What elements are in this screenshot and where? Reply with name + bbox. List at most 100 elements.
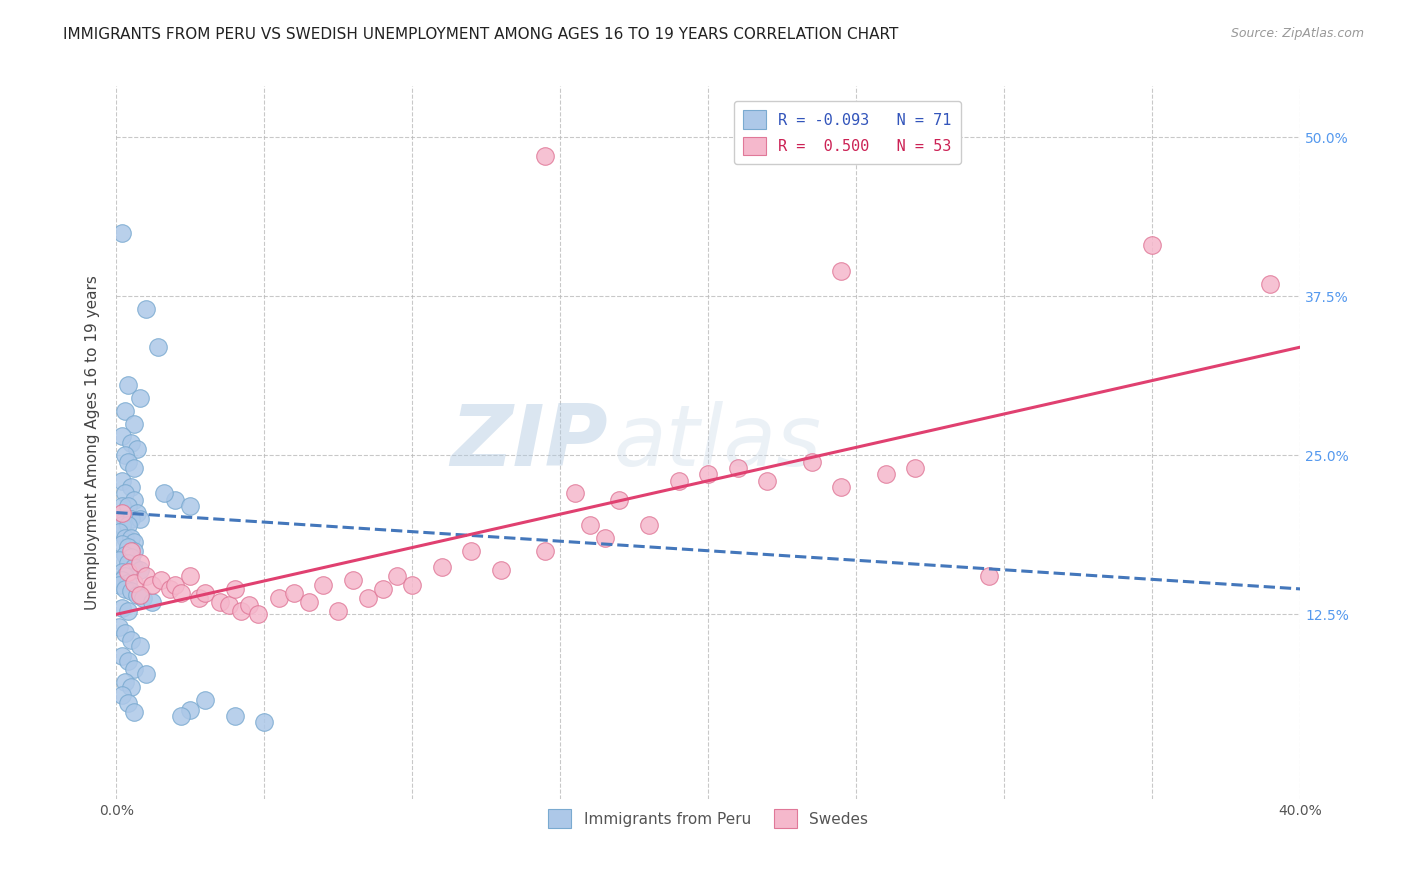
Point bbox=[117, 378, 139, 392]
Point bbox=[111, 474, 134, 488]
Point bbox=[114, 512, 136, 526]
Point bbox=[534, 149, 557, 163]
Point bbox=[108, 552, 131, 566]
Point bbox=[114, 404, 136, 418]
Point bbox=[179, 499, 201, 513]
Point bbox=[298, 594, 321, 608]
Point bbox=[904, 461, 927, 475]
Point bbox=[114, 674, 136, 689]
Point bbox=[342, 573, 364, 587]
Point bbox=[117, 655, 139, 669]
Point bbox=[830, 480, 852, 494]
Point bbox=[141, 594, 163, 608]
Point bbox=[108, 524, 131, 539]
Point bbox=[129, 391, 152, 405]
Point bbox=[170, 709, 193, 723]
Point bbox=[460, 543, 482, 558]
Point bbox=[122, 492, 145, 507]
Point bbox=[122, 560, 145, 574]
Point bbox=[120, 531, 142, 545]
Point bbox=[108, 578, 131, 592]
Point bbox=[111, 537, 134, 551]
Text: atlas: atlas bbox=[613, 401, 821, 484]
Point bbox=[122, 662, 145, 676]
Point bbox=[129, 588, 152, 602]
Point bbox=[229, 603, 252, 617]
Point bbox=[114, 569, 136, 583]
Point bbox=[159, 582, 181, 596]
Point bbox=[111, 499, 134, 513]
Point bbox=[122, 461, 145, 475]
Point bbox=[165, 492, 187, 507]
Point bbox=[489, 563, 512, 577]
Point bbox=[120, 480, 142, 494]
Point bbox=[114, 626, 136, 640]
Point bbox=[238, 599, 260, 613]
Point bbox=[111, 506, 134, 520]
Point bbox=[578, 518, 600, 533]
Point bbox=[117, 540, 139, 554]
Point bbox=[111, 649, 134, 664]
Point bbox=[117, 518, 139, 533]
Point bbox=[135, 569, 157, 583]
Point bbox=[117, 603, 139, 617]
Point bbox=[120, 632, 142, 647]
Point bbox=[114, 531, 136, 545]
Point bbox=[1260, 277, 1282, 291]
Y-axis label: Unemployment Among Ages 16 to 19 years: Unemployment Among Ages 16 to 19 years bbox=[86, 275, 100, 610]
Point bbox=[312, 578, 335, 592]
Point bbox=[208, 594, 231, 608]
Point bbox=[135, 301, 157, 316]
Point bbox=[114, 548, 136, 562]
Point bbox=[875, 467, 897, 482]
Point bbox=[194, 585, 217, 599]
Point bbox=[170, 585, 193, 599]
Text: IMMIGRANTS FROM PERU VS SWEDISH UNEMPLOYMENT AMONG AGES 16 TO 19 YEARS CORRELATI: IMMIGRANTS FROM PERU VS SWEDISH UNEMPLOY… bbox=[63, 27, 898, 42]
Point bbox=[135, 667, 157, 681]
Point bbox=[111, 566, 134, 580]
Point bbox=[165, 578, 187, 592]
Point bbox=[120, 680, 142, 694]
Point bbox=[117, 697, 139, 711]
Point bbox=[146, 340, 169, 354]
Point bbox=[120, 584, 142, 599]
Point bbox=[129, 639, 152, 653]
Text: ZIP: ZIP bbox=[450, 401, 607, 484]
Point bbox=[401, 578, 423, 592]
Point bbox=[1140, 238, 1163, 252]
Point bbox=[188, 591, 211, 605]
Point bbox=[114, 582, 136, 596]
Point bbox=[111, 573, 134, 587]
Point bbox=[117, 455, 139, 469]
Point bbox=[117, 557, 139, 571]
Point bbox=[218, 599, 240, 613]
Point bbox=[593, 531, 616, 545]
Point bbox=[668, 474, 690, 488]
Point bbox=[114, 448, 136, 462]
Point bbox=[253, 715, 276, 730]
Point bbox=[371, 582, 394, 596]
Point bbox=[120, 435, 142, 450]
Point bbox=[120, 512, 142, 526]
Point bbox=[117, 566, 139, 580]
Point bbox=[564, 486, 586, 500]
Point bbox=[267, 591, 290, 605]
Point bbox=[357, 591, 380, 605]
Point bbox=[149, 573, 172, 587]
Point bbox=[122, 543, 145, 558]
Point bbox=[224, 582, 246, 596]
Point bbox=[111, 429, 134, 443]
Point bbox=[125, 442, 148, 456]
Point bbox=[638, 518, 661, 533]
Point bbox=[328, 603, 350, 617]
Point bbox=[111, 601, 134, 615]
Point bbox=[179, 703, 201, 717]
Point bbox=[697, 467, 720, 482]
Point bbox=[122, 534, 145, 549]
Point bbox=[830, 264, 852, 278]
Point bbox=[111, 688, 134, 702]
Point bbox=[800, 455, 823, 469]
Point bbox=[117, 499, 139, 513]
Point bbox=[179, 569, 201, 583]
Point bbox=[756, 474, 779, 488]
